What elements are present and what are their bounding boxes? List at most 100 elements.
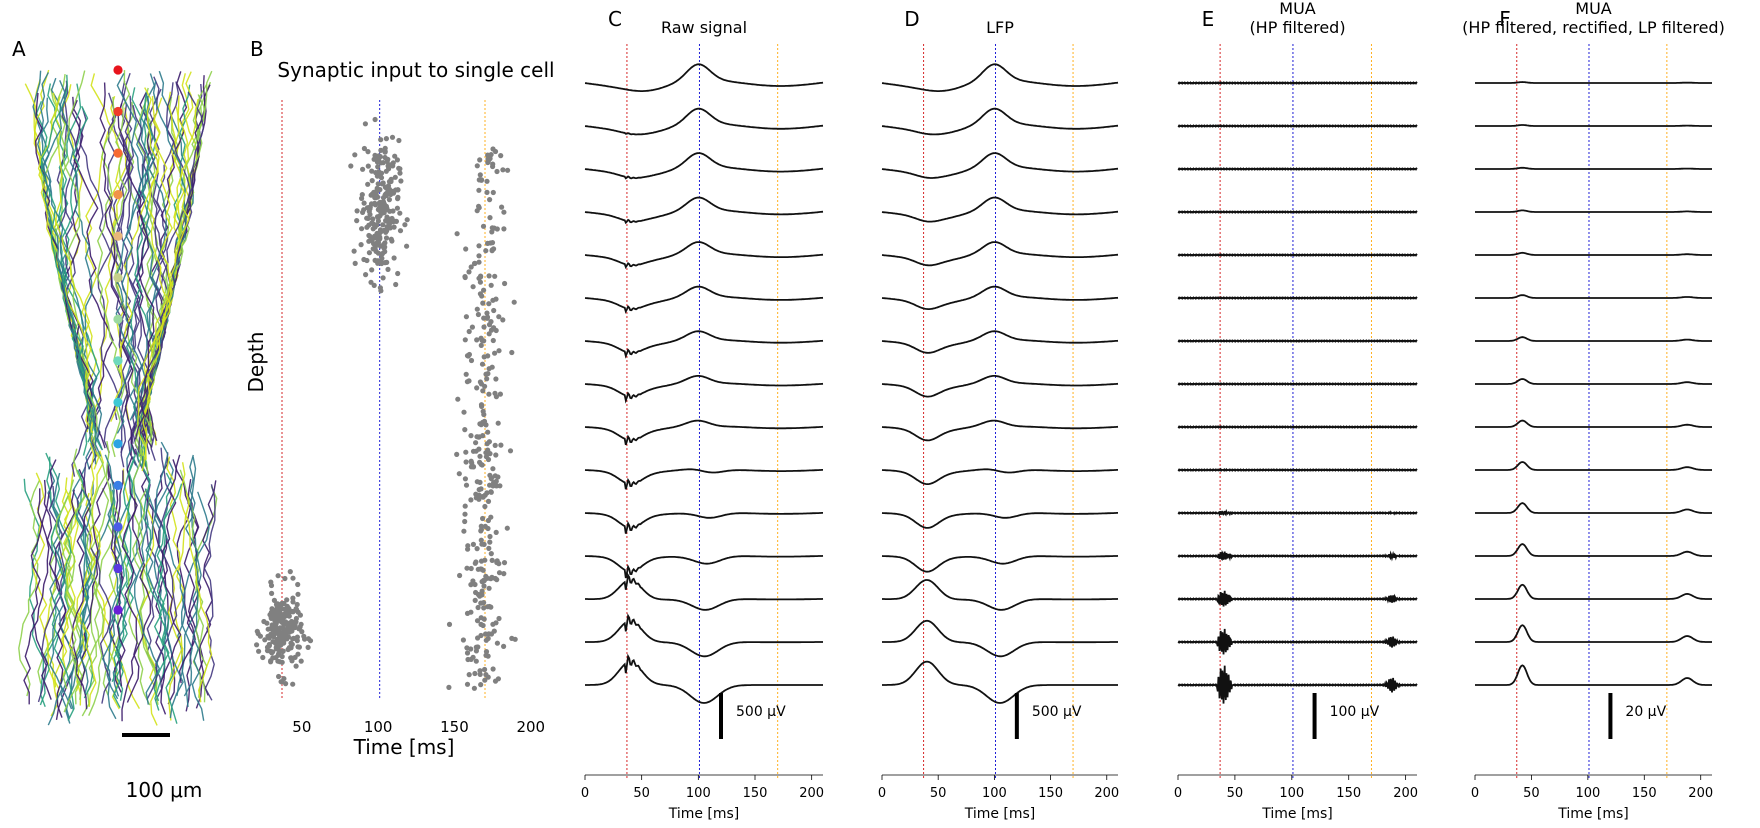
trace-line [1475,336,1712,342]
synapse-point [489,229,495,235]
dendrite-fiber [141,98,199,472]
synapse-point [397,170,403,176]
synapse-point [374,230,380,236]
synapse-point [398,178,404,184]
synapse-point [462,518,468,525]
synapse-point [254,642,260,648]
synapse-point [476,205,482,211]
trace-line [1177,81,1418,85]
synapse-point [468,264,474,270]
synapse-point [474,306,480,312]
synapse-point [482,383,488,389]
trace-line [1475,461,1712,471]
trace-panels: C Raw signal 500 μV 0 50 100 150 200 Time [ms] D L… [581,0,1725,822]
synapse-point [368,279,374,285]
synapse-point [257,633,263,639]
synapse-point [386,197,392,203]
dendrite-fiber [75,469,94,699]
synapse-point [496,314,502,320]
synapse-point [476,487,482,493]
synapse-point [477,279,483,285]
synapse-point [480,388,486,394]
synapse-point [284,626,290,632]
synapse-point [476,187,482,193]
synapse-point [271,628,278,634]
synapse-point [371,192,377,198]
trace-line [1475,294,1712,299]
synapse-point [457,572,463,579]
synapse-point [476,434,482,440]
synapse-point [290,575,296,581]
synapse-point [473,648,479,654]
synapse-point [495,420,501,426]
synapse-point [500,317,506,323]
synapse-point [365,215,371,221]
synapse-point [389,134,396,140]
dendrite-fiber [96,96,126,458]
synapse-point [377,259,383,265]
dendrite-fiber [79,489,92,694]
x-tick-label: 150 [743,786,768,801]
panel-title: MUA [1575,0,1612,18]
dendrite-fiber [167,492,190,721]
synapse-point [463,371,469,377]
synapse-point [365,181,371,187]
synapse-point [507,448,514,454]
synapse-point [268,579,274,585]
trace-line [1475,502,1712,514]
synapse-point [477,671,483,678]
synapse-point [365,163,371,169]
synapse-point [388,236,394,242]
dendrite-fiber [37,96,94,433]
synapse-point [377,213,383,219]
synapse-point [483,637,489,643]
synapse-point [380,275,386,281]
panel-title: LFP [986,18,1014,37]
dendrite-fiber [156,483,183,724]
electrode-contact [113,480,123,490]
synapse-point [256,648,262,654]
panel-b-event-lines [281,100,486,700]
synapse-point [486,603,493,610]
electrode-contact [113,605,123,615]
dendrite-fiber [179,462,213,703]
synapse-point [505,167,511,173]
synapse-point [476,253,482,259]
synapse-point [489,225,495,231]
dendrite-fiber [153,472,174,702]
synapse-point [487,197,493,203]
dendrite-fiber [133,488,161,705]
x-tick-label: 200 [1094,786,1119,801]
electrode-contact [113,563,123,574]
synapse-point [492,148,499,155]
synapse-point [473,448,479,454]
synapse-point [385,266,391,272]
synapse-point [275,573,281,579]
synapse-point [354,208,360,214]
synapse-point [483,672,489,678]
synapse-point [288,645,294,651]
electrode-contact [113,190,123,200]
synapse-point [395,187,401,193]
synapse-point [472,597,478,604]
synapse-point [354,218,360,224]
trace-line [881,419,1119,442]
synapse-point [489,574,495,581]
trace-line [584,152,824,180]
synapse-point [275,652,281,658]
panel-title: MUA [1279,0,1316,18]
synapse-point [365,149,371,155]
x-tick-label: 150 [1632,786,1657,801]
synapse-point [468,582,474,588]
synapse-point [486,322,493,328]
electrode-contact [113,522,123,532]
dendrite-fiber [121,91,150,428]
synapse-point [483,631,489,637]
synapse-point [464,681,471,687]
synapse-point [380,222,386,228]
synapse-point [486,439,492,445]
synapse-point [454,231,460,237]
synapse-point [293,619,299,625]
synapse-point [493,529,499,536]
synapse-point [485,525,491,532]
